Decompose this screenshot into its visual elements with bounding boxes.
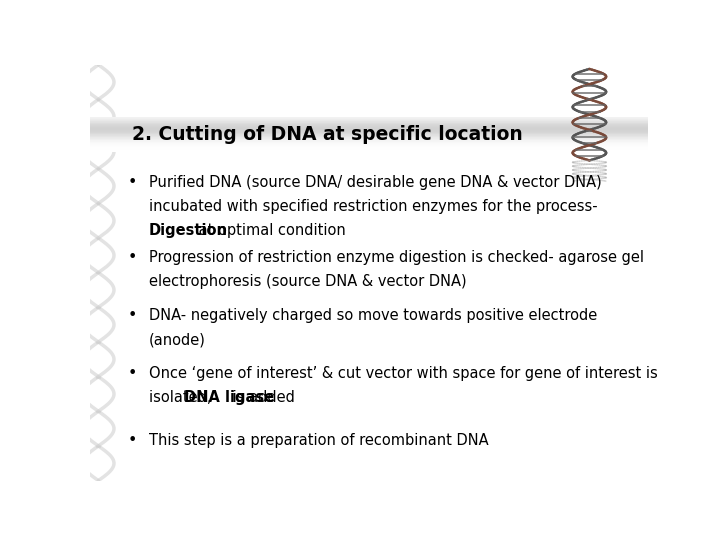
Bar [90, 121, 648, 122]
Bar [90, 122, 648, 123]
Text: This step is a preparation of recombinant DNA: This step is a preparation of recombinan… [148, 433, 488, 448]
Text: incubated with specified restriction enzymes for the process-: incubated with specified restriction enz… [148, 199, 597, 214]
Bar [90, 138, 648, 139]
Bar [90, 147, 648, 148]
Bar [90, 150, 648, 151]
Bar [90, 137, 648, 138]
Bar [90, 139, 648, 140]
Text: DNA- negatively charged so move towards positive electrode: DNA- negatively charged so move towards … [148, 308, 597, 323]
Bar [90, 135, 648, 136]
Bar [90, 128, 648, 129]
Text: •: • [128, 366, 138, 381]
Text: Digestion: Digestion [148, 223, 228, 238]
Bar [90, 132, 648, 133]
Text: (anode): (anode) [148, 332, 205, 347]
Text: isolated,: isolated, [148, 390, 216, 406]
Text: •: • [128, 433, 138, 448]
Bar [90, 118, 648, 119]
Text: DNA ligase: DNA ligase [184, 390, 274, 406]
Text: Once ‘gene of interest’ & cut vector with space for gene of interest is: Once ‘gene of interest’ & cut vector wit… [148, 366, 657, 381]
Bar [90, 140, 648, 141]
Text: •: • [128, 250, 138, 265]
Text: 2. Cutting of DNA at specific location: 2. Cutting of DNA at specific location [132, 125, 523, 144]
Bar [90, 125, 648, 126]
Bar [90, 146, 648, 147]
Bar [90, 145, 648, 146]
Text: Progression of restriction enzyme digestion is checked- agarose gel: Progression of restriction enzyme digest… [148, 250, 644, 265]
Bar [90, 148, 648, 149]
Bar [90, 119, 648, 120]
Bar [90, 133, 648, 134]
Text: is added: is added [228, 390, 295, 406]
Text: •: • [128, 175, 138, 190]
Bar [90, 151, 648, 152]
Text: electrophoresis (source DNA & vector DNA): electrophoresis (source DNA & vector DNA… [148, 274, 467, 289]
Text: Purified DNA (source DNA/ desirable gene DNA & vector DNA): Purified DNA (source DNA/ desirable gene… [148, 175, 601, 190]
Bar [90, 117, 648, 118]
Bar [90, 143, 648, 144]
Bar [90, 124, 648, 125]
Text: •: • [128, 308, 138, 323]
Bar [90, 131, 648, 132]
Text: at optimal condition: at optimal condition [194, 223, 346, 238]
Bar [90, 149, 648, 150]
Bar [90, 130, 648, 131]
Bar [90, 144, 648, 145]
Bar [90, 134, 648, 135]
Bar [90, 136, 648, 137]
Bar [90, 126, 648, 127]
Bar [90, 123, 648, 124]
Bar [90, 127, 648, 128]
Bar [90, 141, 648, 142]
Bar [90, 129, 648, 130]
Bar [90, 142, 648, 143]
Bar [90, 120, 648, 121]
